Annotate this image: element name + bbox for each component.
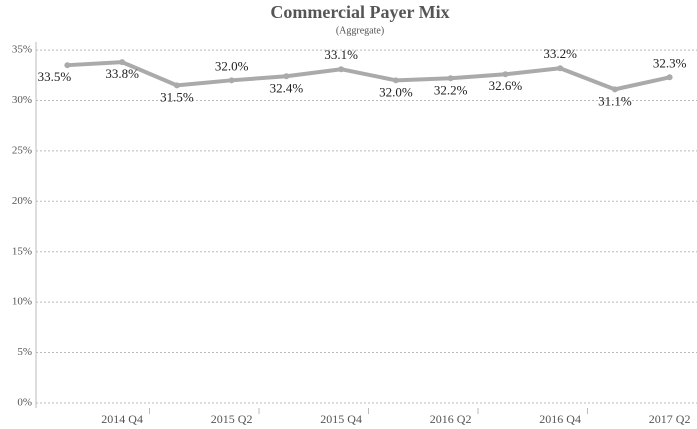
y-tick-label: 25% <box>12 144 32 156</box>
x-tick-label: 2015 Q2 <box>211 412 253 426</box>
y-tick-label: 5% <box>17 346 32 358</box>
point <box>173 82 180 89</box>
value-label: 31.1% <box>598 93 632 108</box>
value-label: 33.8% <box>105 66 139 81</box>
value-label: 33.5% <box>38 69 72 84</box>
line <box>67 60 671 92</box>
x-tick-label: 2015 Q4 <box>320 412 362 426</box>
value-label: 32.2% <box>434 82 468 97</box>
value-label: 31.5% <box>160 89 194 104</box>
x-tick-label: 2016 Q2 <box>430 412 472 426</box>
value-label: 32.0% <box>215 58 249 73</box>
x-tick-label: 2014 Q4 <box>101 412 143 426</box>
x-tick-label: 2016 Q4 <box>539 412 581 426</box>
value-label: 32.0% <box>379 84 413 99</box>
point <box>119 59 126 66</box>
point <box>611 86 618 93</box>
point <box>666 74 673 81</box>
value-label: 33.2% <box>543 46 577 61</box>
value-label: 32.3% <box>653 55 687 70</box>
point <box>338 66 345 73</box>
point <box>392 77 399 84</box>
y-tick-label: 35% <box>12 44 32 56</box>
point <box>502 71 509 78</box>
y-tick-label: 30% <box>12 94 32 106</box>
y-tick-label: 10% <box>12 296 32 308</box>
point <box>557 65 564 72</box>
y-tick-label: 0% <box>17 396 32 408</box>
point <box>447 75 454 82</box>
y-tick-label: 20% <box>12 195 32 207</box>
point <box>283 73 290 80</box>
x-tick-label: 2017 Q2 <box>649 412 691 426</box>
point <box>228 77 235 84</box>
chart-subtitle: (Aggregate) <box>336 25 384 36</box>
y-tick-label: 15% <box>12 245 32 257</box>
value-label: 32.4% <box>270 80 304 95</box>
value-label: 33.1% <box>324 47 358 62</box>
chart-title: Commercial Payer Mix <box>270 2 449 22</box>
value-label: 32.6% <box>489 78 523 93</box>
point <box>64 62 71 69</box>
